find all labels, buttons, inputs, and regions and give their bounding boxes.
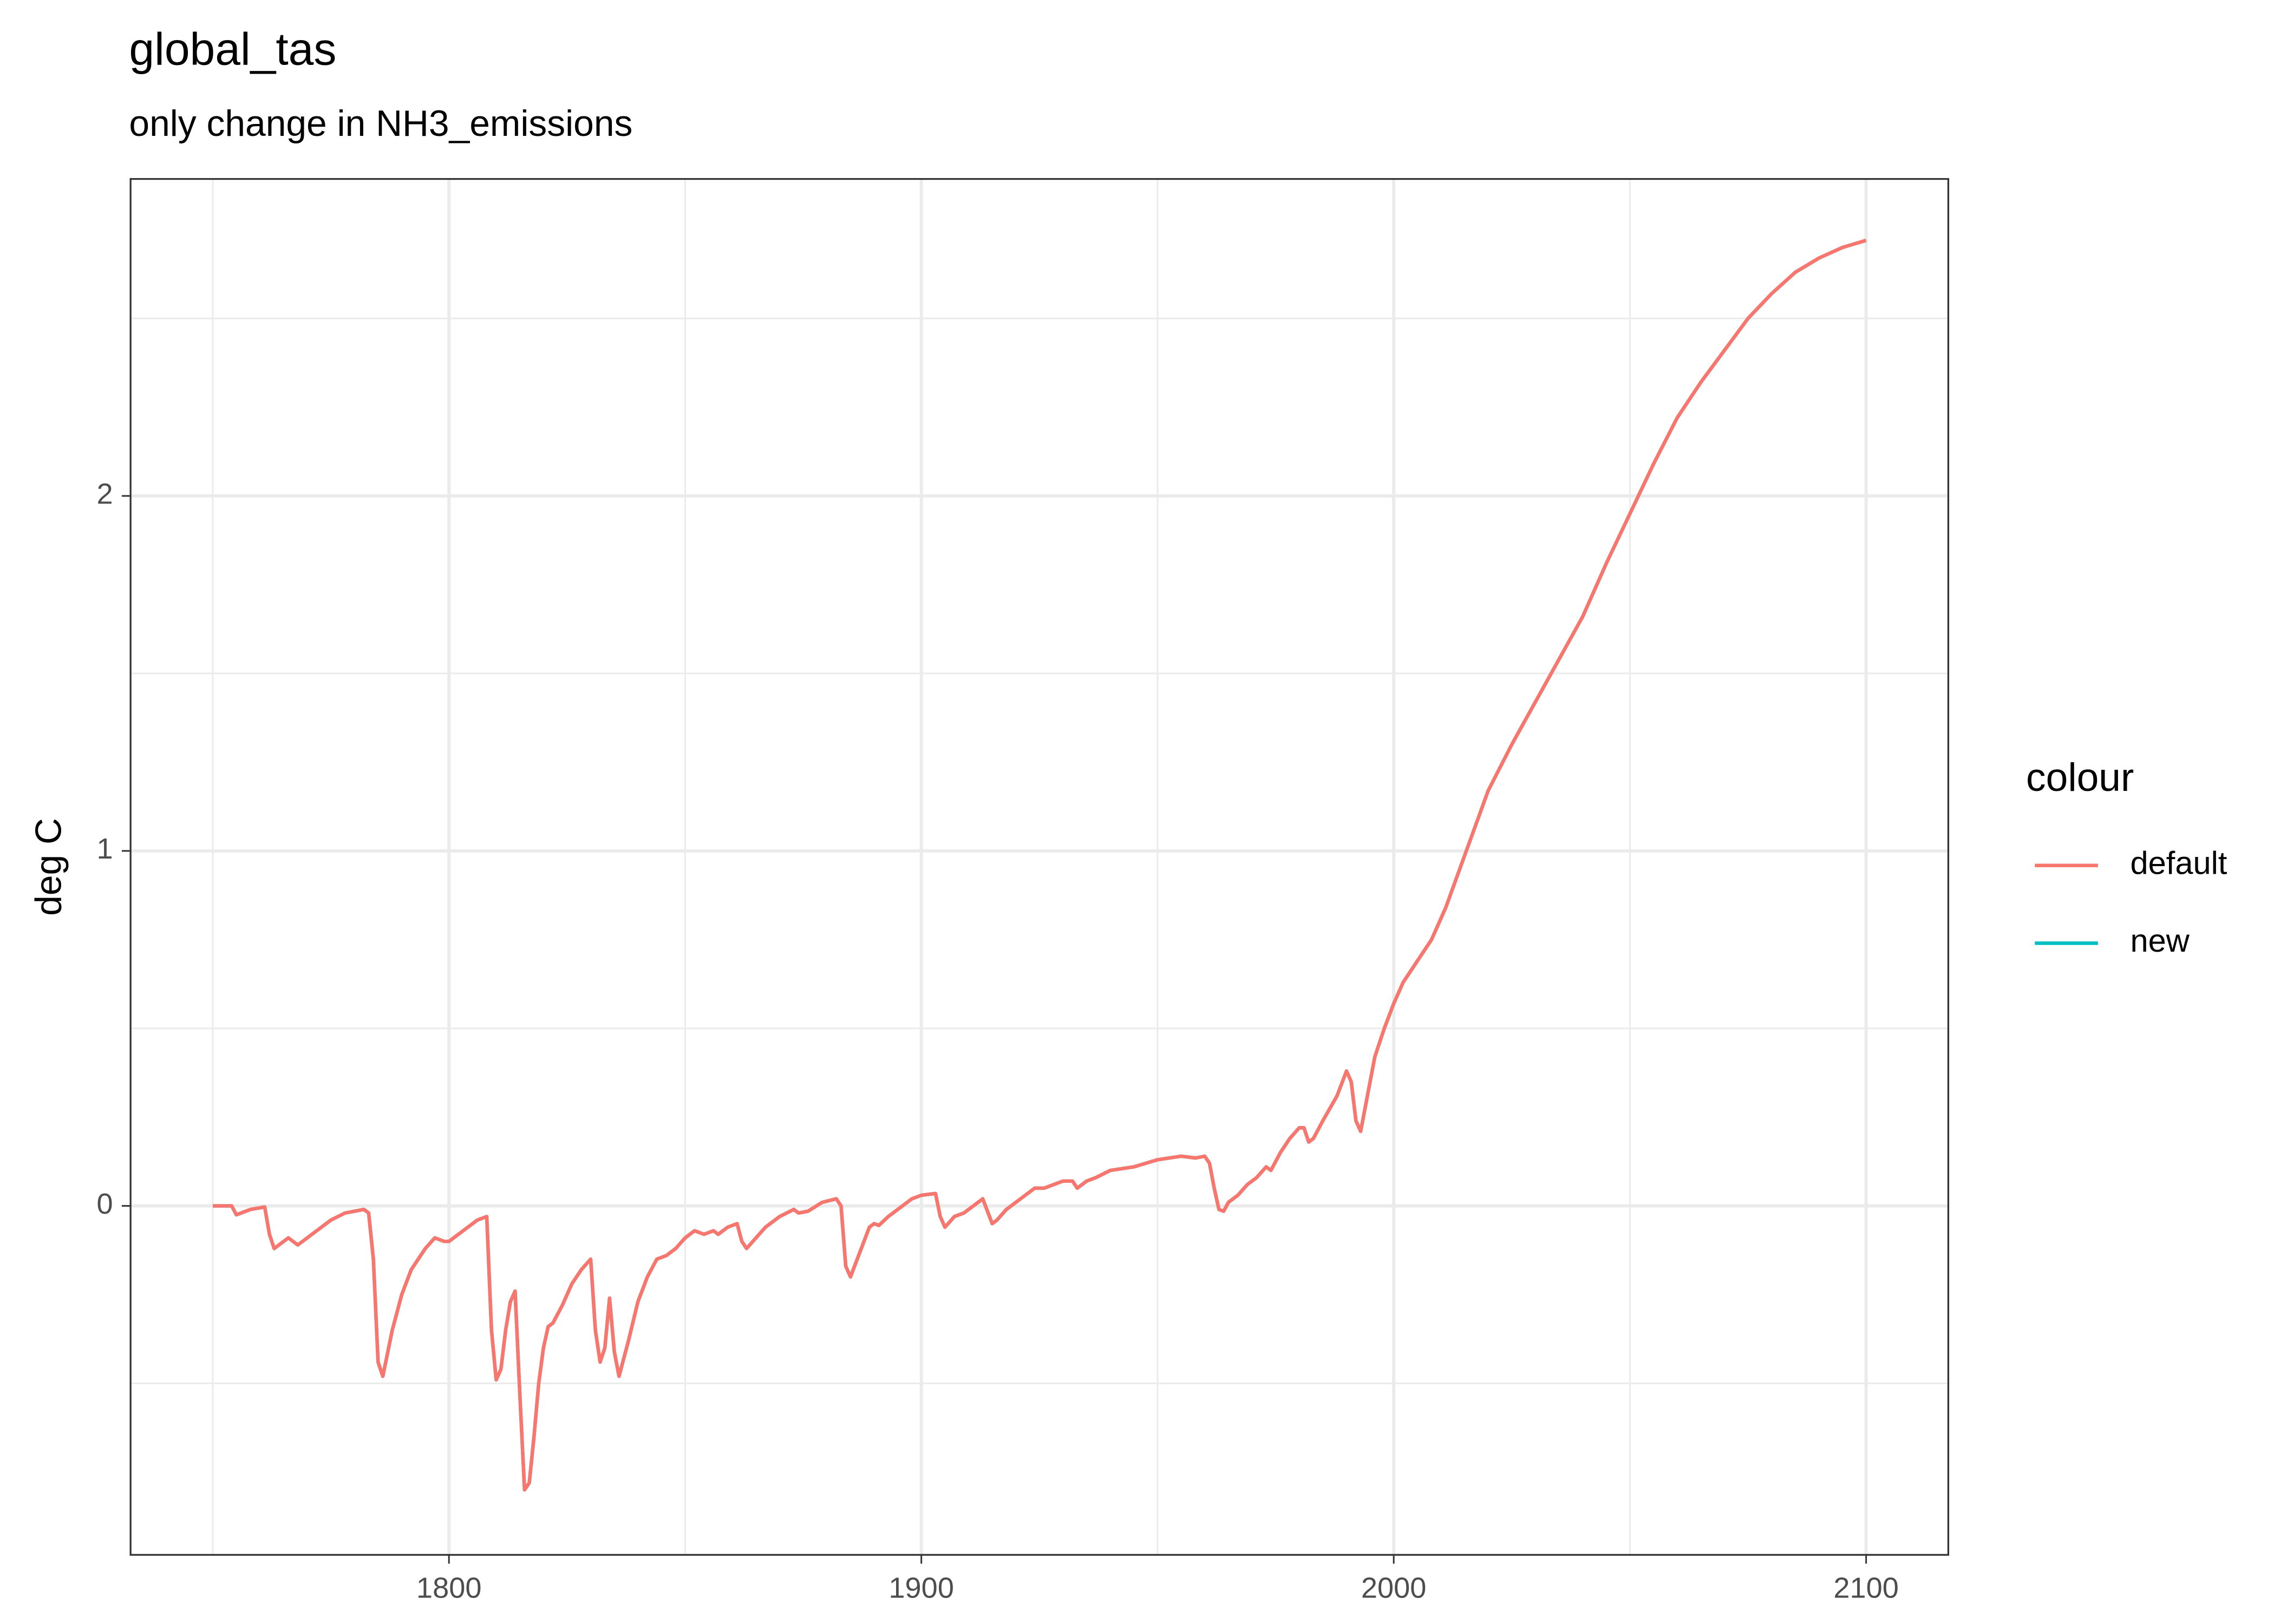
panel-border <box>129 178 1950 1556</box>
x-tick-label: 2000 <box>1361 1572 1427 1605</box>
y-axis-label: deg C <box>29 818 69 916</box>
x-tick-label: 1800 <box>416 1572 482 1605</box>
y-tick-label: 2 <box>97 477 113 510</box>
x-tick-label: 1900 <box>888 1572 954 1605</box>
x-tick-label: 2100 <box>1833 1572 1899 1605</box>
plot-panel <box>130 179 1949 1555</box>
series-line <box>212 238 1867 1492</box>
y-tick-label: 0 <box>97 1188 113 1220</box>
legend-label: new <box>2130 922 2190 959</box>
chart-title: global_tas <box>129 24 336 75</box>
y-tick-label: 1 <box>97 833 113 865</box>
chart-subtitle: only change in NH3_emissions <box>129 103 632 144</box>
legend-title: colour <box>2026 755 2134 800</box>
legend-label: default <box>2130 844 2227 881</box>
